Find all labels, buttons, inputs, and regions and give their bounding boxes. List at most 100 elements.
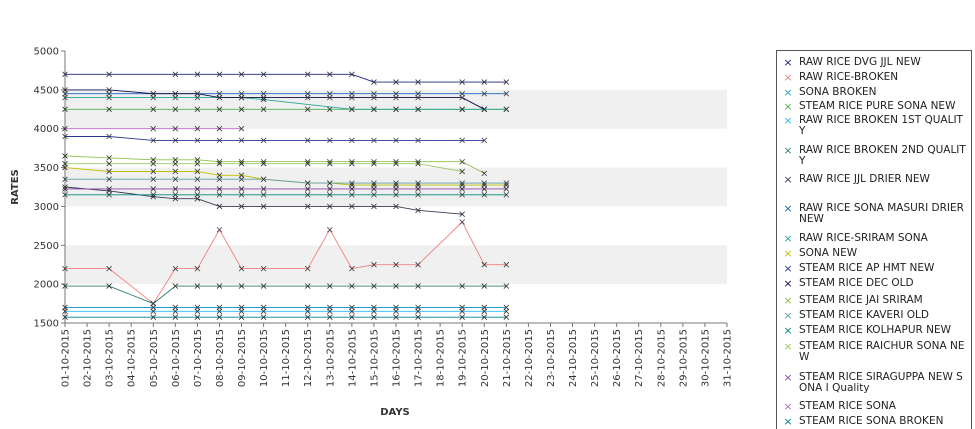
series-16 — [62, 186, 510, 192]
data-point — [216, 125, 223, 132]
y-tick-label: 2000 — [34, 280, 59, 291]
data-point — [216, 106, 223, 113]
legend-marker-icon: × — [783, 114, 793, 127]
legend-marker-icon: × — [783, 232, 793, 245]
data-point — [304, 106, 311, 113]
data-point — [371, 106, 377, 113]
data-point — [62, 308, 68, 315]
data-point — [349, 160, 355, 167]
x-tick-label: 30-10-2015 — [700, 329, 711, 387]
data-point — [481, 308, 488, 315]
legend-item: × RAW RICE BROKEN 2ND QUALITY — [777, 145, 971, 167]
series-line — [65, 89, 485, 110]
legend-item: × RAW RICE DVG JJL NEW — [777, 56, 971, 69]
legend-item: × RAW RICE-SRIRAM SONA — [777, 232, 971, 245]
data-point — [371, 186, 377, 192]
data-point — [481, 314, 488, 320]
data-point — [481, 186, 488, 192]
data-point — [106, 168, 112, 175]
data-point — [304, 283, 311, 289]
data-point — [349, 308, 355, 315]
data-point — [415, 191, 421, 198]
data-point — [481, 79, 488, 85]
data-point — [260, 176, 267, 183]
data-point — [371, 94, 377, 101]
data-point — [304, 71, 311, 78]
data-point — [216, 71, 223, 78]
data-point — [349, 180, 355, 186]
data-point — [327, 186, 333, 192]
series-11 — [62, 87, 488, 113]
data-point — [106, 87, 112, 93]
data-point — [304, 160, 311, 167]
data-point — [238, 176, 245, 183]
legend-item: × STEAM RICE SIRAGUPPA NEW SONA I Quality — [777, 372, 971, 394]
legend-marker-icon: × — [783, 340, 793, 353]
data-point — [172, 71, 179, 78]
legend-marker-icon: × — [783, 277, 793, 290]
x-tick-label: 03-10-2015 — [105, 329, 116, 387]
data-point — [371, 261, 377, 268]
data-point — [459, 168, 465, 175]
data-point — [459, 106, 465, 113]
data-point — [415, 180, 421, 186]
legend-label: STEAM RICE DEC OLD — [799, 277, 914, 289]
data-point — [62, 283, 68, 289]
data-point — [260, 94, 267, 101]
legend-label: STEAM RICE RAICHUR SONA NEW — [799, 340, 965, 363]
data-point — [327, 314, 333, 320]
data-point — [150, 168, 157, 175]
data-point — [327, 191, 333, 198]
x-tick-label: 27-10-2015 — [634, 329, 645, 387]
data-point — [238, 125, 245, 132]
data-point — [106, 191, 112, 198]
data-point — [459, 94, 465, 101]
data-point — [62, 106, 68, 113]
legend-item: × RAW RICE-BROKEN — [777, 72, 971, 84]
x-axis-ticks: 01-10-2015 02-10-2015 03-10-2015 04-10-2015… — [61, 323, 734, 387]
data-point — [150, 90, 157, 97]
data-point — [503, 186, 510, 192]
data-point — [194, 176, 201, 183]
data-point — [106, 265, 112, 272]
legend-marker-icon: × — [783, 294, 793, 307]
data-point — [216, 176, 223, 183]
data-point — [503, 314, 510, 320]
data-point — [260, 71, 267, 78]
legend-label: STEAM RICE PURE SONA NEW — [799, 100, 956, 112]
data-point — [106, 106, 112, 113]
data-point — [481, 283, 488, 289]
data-point — [194, 90, 201, 97]
data-point — [481, 106, 488, 113]
data-point — [106, 94, 112, 101]
legend-label: RAW RICE-SRIRAM SONA — [799, 232, 928, 244]
data-point — [349, 94, 355, 101]
legend-label: STEAM RICE KOLHAPUR NEW — [799, 324, 952, 336]
data-point — [194, 314, 201, 320]
data-point — [150, 125, 157, 132]
data-point — [150, 191, 157, 198]
series-lines — [62, 71, 510, 320]
data-point — [216, 283, 223, 289]
data-point — [172, 176, 179, 183]
data-point — [304, 137, 311, 144]
data-point — [304, 191, 311, 198]
series-line — [64, 155, 485, 174]
data-point — [349, 283, 355, 289]
series-0 — [62, 71, 510, 85]
series-18 — [62, 314, 510, 320]
data-point — [459, 211, 465, 217]
data-point — [481, 170, 488, 177]
data-point — [393, 283, 399, 289]
x-tick-label: 08-10-2015 — [215, 329, 226, 387]
data-point — [62, 160, 68, 167]
data-point — [62, 314, 68, 320]
data-point — [459, 79, 465, 85]
data-point — [106, 71, 112, 78]
legend-label: RAW RICE DVG JJL NEW — [799, 56, 921, 68]
data-point — [260, 191, 267, 198]
x-tick-label: 18-10-2015 — [436, 329, 447, 387]
data-point — [327, 160, 333, 167]
y-tick-label: 4000 — [34, 124, 59, 135]
x-tick-label: 25-10-2015 — [590, 329, 601, 387]
